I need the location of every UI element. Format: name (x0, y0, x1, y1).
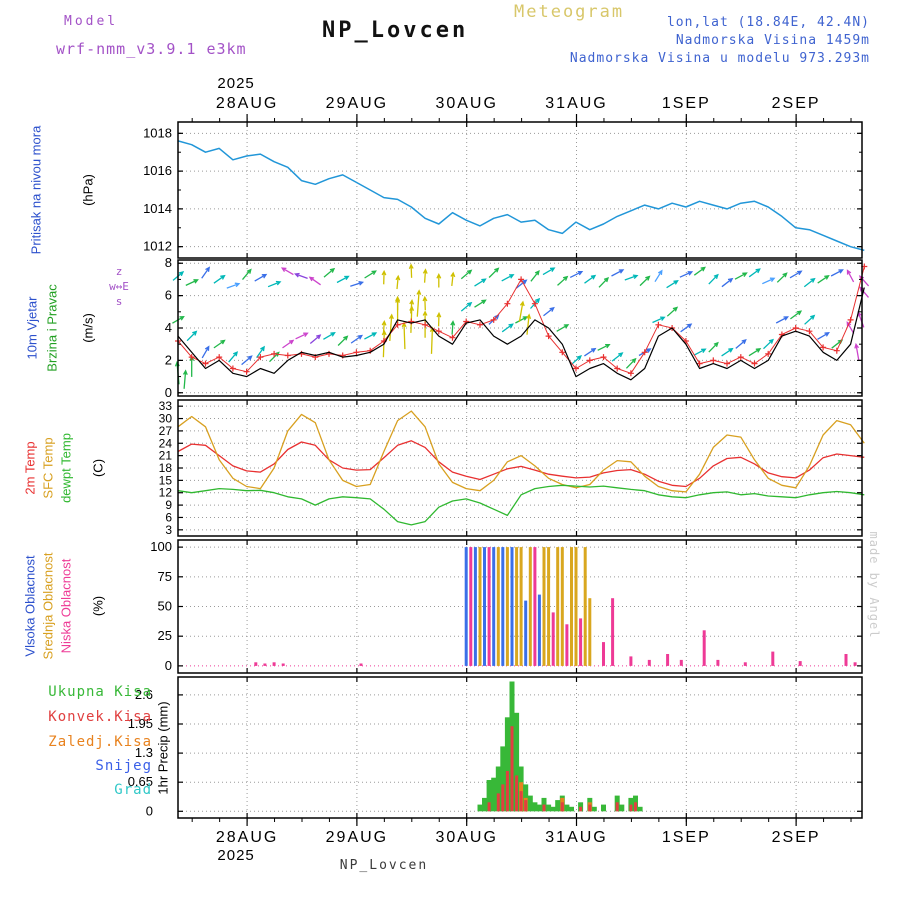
svg-text:28AUG: 28AUG (216, 95, 278, 112)
cloud-low-label: Niska Oblacnost (58, 558, 74, 654)
svg-text:2025: 2025 (217, 75, 254, 92)
svg-text:0: 0 (165, 385, 172, 400)
svg-text:3: 3 (165, 523, 172, 537)
pressure-unit-label: (hPa) (80, 174, 96, 206)
location-info: lon,lat (18.84E, 42.4N) Nadmorska Visina… (570, 14, 870, 68)
watermark: made by Angel (867, 531, 881, 639)
svg-text:1016: 1016 (143, 163, 172, 178)
svg-text:2025: 2025 (217, 847, 254, 864)
station-title: NP_Lovcen (322, 18, 469, 43)
svg-text:21: 21 (159, 449, 173, 463)
svg-text:18: 18 (159, 461, 173, 475)
svg-text:75: 75 (158, 569, 172, 584)
svg-text:1.95: 1.95 (128, 716, 153, 731)
svg-text:8: 8 (165, 255, 172, 270)
precip-legend-convective: Konvek.Kisa (48, 709, 152, 725)
svg-text:2: 2 (165, 352, 172, 367)
precip-legend-snow: Snijeg (95, 758, 152, 774)
temp-series (177, 410, 865, 526)
elevation-text: Nadmorska Visina 1459m (675, 33, 870, 48)
compass-up-label: z (115, 265, 123, 278)
footer-station-title: NP_Lovcen (339, 858, 429, 873)
cloud-high-label: Vlsoka Oblacnost (22, 555, 38, 657)
svg-text:33: 33 (159, 399, 173, 413)
svg-text:29AUG: 29AUG (326, 95, 388, 112)
svg-text:30AUG: 30AUG (435, 829, 497, 846)
precip-unit-label: 1hr Precip (mm) (155, 701, 171, 795)
wind-axis-label-2: Brzina i Pravac (44, 284, 60, 372)
model-label: Model (64, 14, 119, 29)
svg-text:2SEP: 2SEP (772, 95, 821, 112)
temp-sfc-label: SFC Temp (40, 437, 56, 499)
svg-text:31AUG: 31AUG (545, 829, 607, 846)
svg-text:0: 0 (146, 803, 153, 818)
cloud-unit-label: (%) (90, 595, 106, 617)
svg-text:4: 4 (165, 320, 172, 335)
svg-text:2.6: 2.6 (135, 687, 153, 702)
svg-text:1018: 1018 (143, 125, 172, 140)
svg-text:6: 6 (165, 288, 172, 303)
precip-legend-hail: Grad (114, 782, 152, 798)
svg-text:0: 0 (165, 658, 172, 673)
svg-text:29AUG: 29AUG (326, 829, 388, 846)
svg-text:50: 50 (158, 599, 172, 614)
temp-dewpt-label: dewpt Temp (58, 433, 74, 503)
svg-text:28AUG: 28AUG (216, 829, 278, 846)
precip-legend-total: Ukupna Kisa (48, 684, 152, 700)
cloud-mid-label: Srednja Oblacnost (40, 552, 56, 660)
svg-text:12: 12 (159, 486, 173, 500)
svg-text:100: 100 (150, 539, 172, 554)
svg-text:30AUG: 30AUG (435, 95, 497, 112)
lonlat-text: lon,lat (18.84E, 42.4N) (666, 15, 870, 30)
svg-text:6: 6 (165, 510, 172, 524)
precip-legend-stratiform: Zaledj.Kisa (48, 734, 152, 750)
model-name: wrf-nmm_v3.9.1 e3km (56, 40, 247, 58)
svg-text:24: 24 (159, 436, 173, 450)
pressure-axis-label: Pritisak na nivou mora (28, 125, 44, 255)
compass-down-label: s (115, 295, 123, 308)
svg-text:0.65: 0.65 (128, 774, 153, 789)
svg-text:15: 15 (159, 473, 173, 487)
svg-text:1.3: 1.3 (135, 745, 153, 760)
svg-text:1012: 1012 (143, 239, 172, 254)
svg-text:1SEP: 1SEP (662, 829, 711, 846)
svg-text:27: 27 (159, 424, 173, 438)
svg-text:1SEP: 1SEP (662, 95, 711, 112)
svg-text:25: 25 (158, 628, 172, 643)
wind-compass: z w↔E s (93, 264, 145, 309)
temp-2m-label: 2m Temp (22, 441, 38, 495)
wind-series (172, 263, 870, 389)
wind-axis-label-1: 10m Vjetar (24, 296, 40, 360)
figure-title: Meteogram (514, 2, 625, 22)
precip-series (477, 681, 643, 812)
pressure-series (177, 140, 865, 252)
cloud-series (254, 547, 857, 666)
pressure-gridlines (178, 122, 862, 258)
svg-text:1014: 1014 (143, 201, 172, 216)
wind-unit-label: (m/s) (80, 313, 96, 343)
svg-text:9: 9 (165, 498, 172, 512)
compass-cross-icon: w↔E (109, 280, 129, 293)
model-elevation-text: Nadmorska Visina u modelu 973.293m (569, 51, 870, 66)
svg-text:2SEP: 2SEP (772, 829, 821, 846)
temp-unit-label: (C) (90, 458, 106, 478)
axes: 1012101410161018024683691215182124273033… (128, 75, 863, 864)
svg-text:31AUG: 31AUG (545, 95, 607, 112)
svg-text:30: 30 (159, 412, 173, 426)
temp-gridlines (178, 400, 862, 536)
